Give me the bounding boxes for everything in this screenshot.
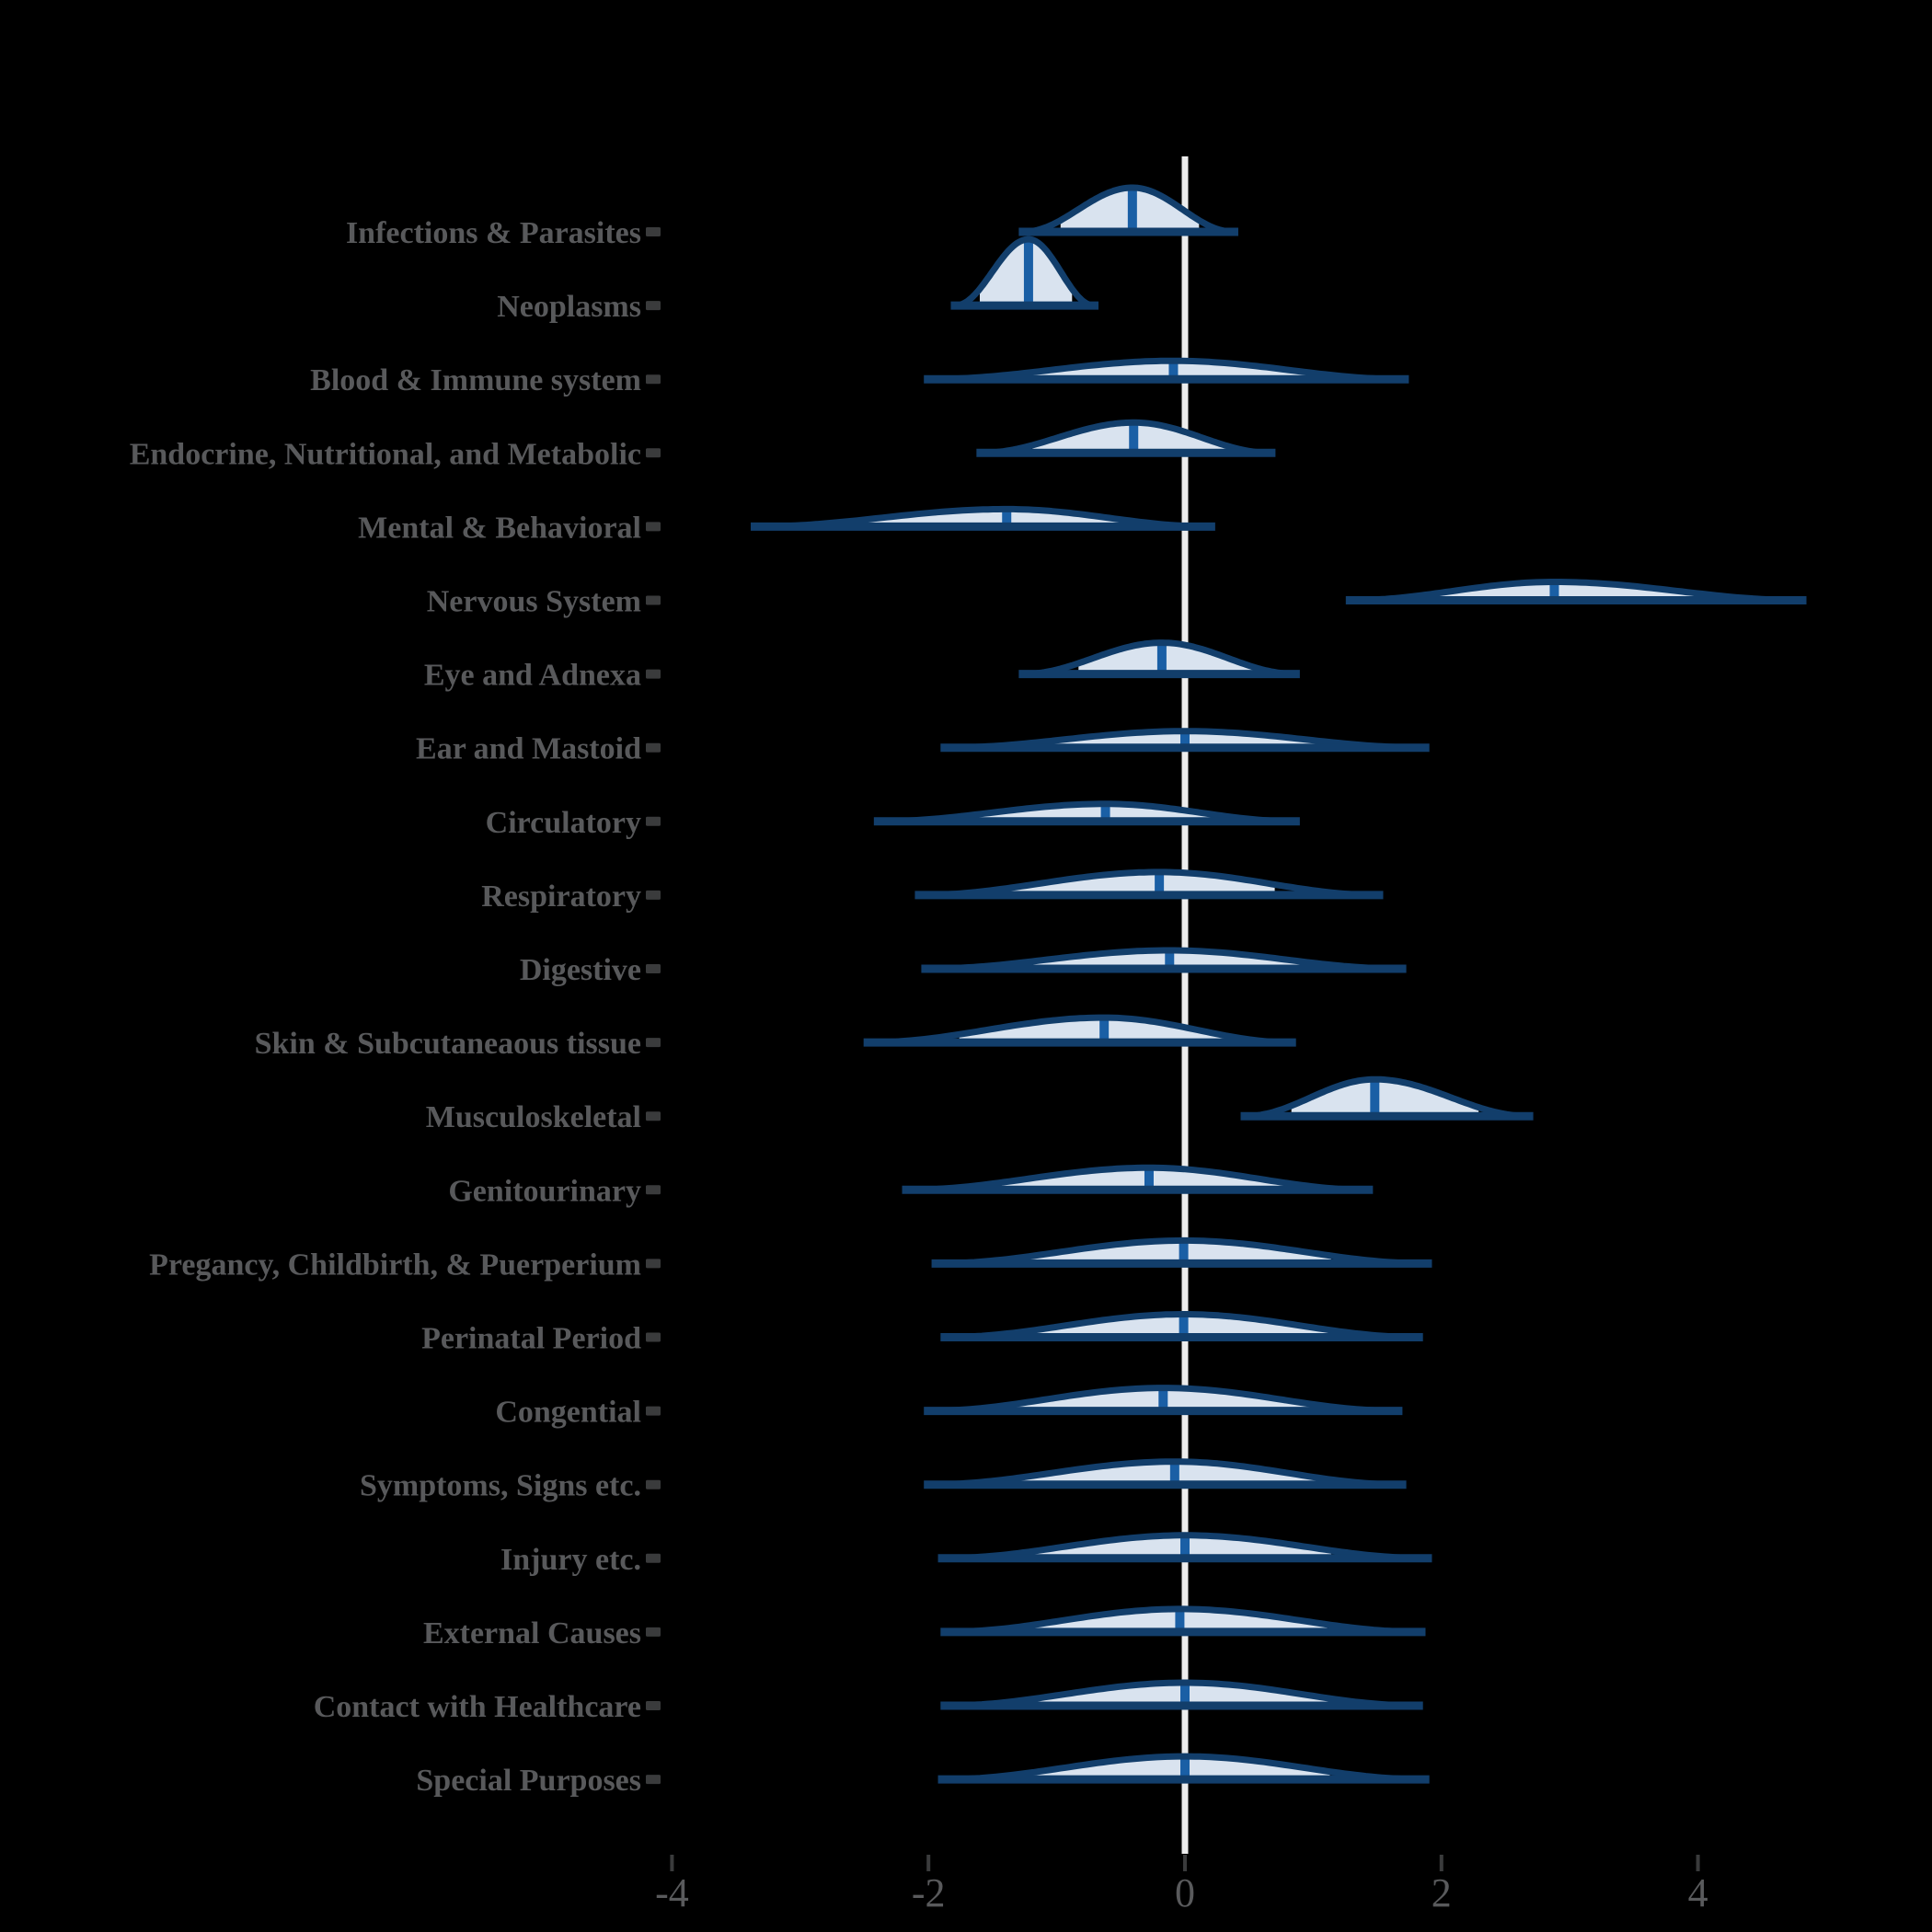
category-label: Contact with Healthcare [314, 1690, 641, 1724]
category-tick-dash [646, 522, 661, 532]
density-row [950, 236, 1099, 310]
x-axis-tick-label: 4 [1688, 1870, 1708, 1915]
density-row [1345, 579, 1807, 604]
category-tick-dash [646, 742, 661, 753]
x-axis-tick-label: -2 [912, 1870, 946, 1915]
category-tick-dash [646, 1406, 661, 1416]
density-row [931, 1236, 1432, 1268]
category-tick-dash [646, 1627, 661, 1637]
density-row [863, 1014, 1296, 1047]
category-label: Respiratory [481, 880, 641, 914]
category-tick-dash [646, 1775, 661, 1785]
density-outline [941, 1311, 1422, 1340]
density-outline [941, 1679, 1422, 1709]
category-tick-dash [646, 448, 661, 458]
category-tick-dash [646, 669, 661, 679]
density-outline [941, 1605, 1424, 1636]
category-label: Congential [495, 1396, 641, 1430]
category-label: Skin & Subcutaneaous tissue [255, 1027, 641, 1061]
density-outline [865, 1014, 1295, 1046]
category-tick-dash [646, 890, 661, 900]
category-label: Pregancy, Childbirth, & Puerperium [149, 1248, 641, 1282]
density-outline [1019, 639, 1299, 678]
category-label: Musculoskeletal [426, 1100, 641, 1134]
category-tick-dash [646, 964, 661, 973]
density-outline [939, 1532, 1431, 1562]
category-tick-dash [646, 816, 661, 826]
category-tick-dash [646, 1479, 661, 1489]
x-axis-tick-label: -4 [655, 1870, 689, 1915]
density-row [921, 947, 1407, 973]
density-outline [925, 357, 1408, 383]
category-label: Eye and Adnexa [424, 659, 641, 693]
category-tick-dash [646, 1185, 661, 1195]
density-row [940, 1311, 1423, 1341]
density-row [940, 728, 1430, 753]
density-outline [925, 1458, 1406, 1489]
category-label: Digestive [520, 953, 641, 987]
density-outline [1019, 184, 1237, 236]
density-outline [933, 1236, 1431, 1267]
category-label: Blood & Immune system [310, 363, 641, 397]
density-row [924, 1385, 1403, 1416]
density-row [924, 357, 1409, 384]
category-tick-dash [646, 595, 661, 605]
category-label: Symptoms, Signs etc. [360, 1469, 641, 1503]
x-axis-tick-label: 0 [1175, 1870, 1195, 1915]
category-label: Injury etc. [500, 1543, 641, 1577]
density-row [902, 1164, 1374, 1194]
category-tick-dash [646, 1111, 661, 1121]
category-label: Nervous System [427, 585, 641, 619]
x-axis-tick-label: 2 [1432, 1870, 1452, 1915]
density-row [1018, 639, 1300, 679]
density-rows-layer [751, 184, 1807, 1784]
density-outline [977, 419, 1274, 456]
density-outline [915, 868, 1382, 899]
category-label: Circulatory [486, 806, 641, 840]
category-label: Mental & Behavioral [358, 511, 641, 545]
category-label: Perinatal Period [421, 1322, 641, 1356]
category-label: Ear and Mastoid [416, 732, 641, 766]
category-tick-dash [646, 301, 661, 311]
category-label: Neoplasms [497, 290, 641, 324]
density-row [751, 505, 1215, 531]
category-tick-dash [646, 1038, 661, 1048]
density-row [940, 1605, 1426, 1637]
density-row [873, 800, 1300, 826]
density-row [1240, 1075, 1534, 1121]
category-label: Genitourinary [448, 1174, 641, 1208]
density-outline [925, 1385, 1401, 1415]
category-tick-dash [646, 1701, 661, 1710]
density-outline [922, 947, 1406, 972]
density-row [940, 1679, 1423, 1710]
density-row [976, 419, 1276, 457]
category-label: External Causes [423, 1616, 641, 1650]
density-row [914, 868, 1384, 900]
density-outline [939, 1753, 1429, 1783]
density-row [937, 1753, 1430, 1784]
density-row [937, 1532, 1432, 1563]
category-label: Infections & Parasites [346, 216, 641, 250]
density-outline [952, 236, 1098, 309]
density-outline [1242, 1075, 1533, 1120]
x-axis-layer: -4 -2 0 2 4 [655, 1855, 1708, 1915]
category-tick-dash [646, 1332, 661, 1342]
density-outline [903, 1164, 1372, 1193]
category-tick-dash [646, 227, 661, 236]
density-row [1018, 184, 1238, 236]
category-tick-dash [646, 1553, 661, 1563]
category-tick-dash [646, 1259, 661, 1269]
density-row [924, 1458, 1407, 1489]
category-tick-dash [646, 374, 661, 385]
category-labels-layer: Infections & Parasites Neoplasms Blood & I… [130, 216, 661, 1798]
category-label: Special Purposes [416, 1764, 641, 1798]
category-label: Endocrine, Nutritional, and Metabolic [130, 437, 641, 471]
